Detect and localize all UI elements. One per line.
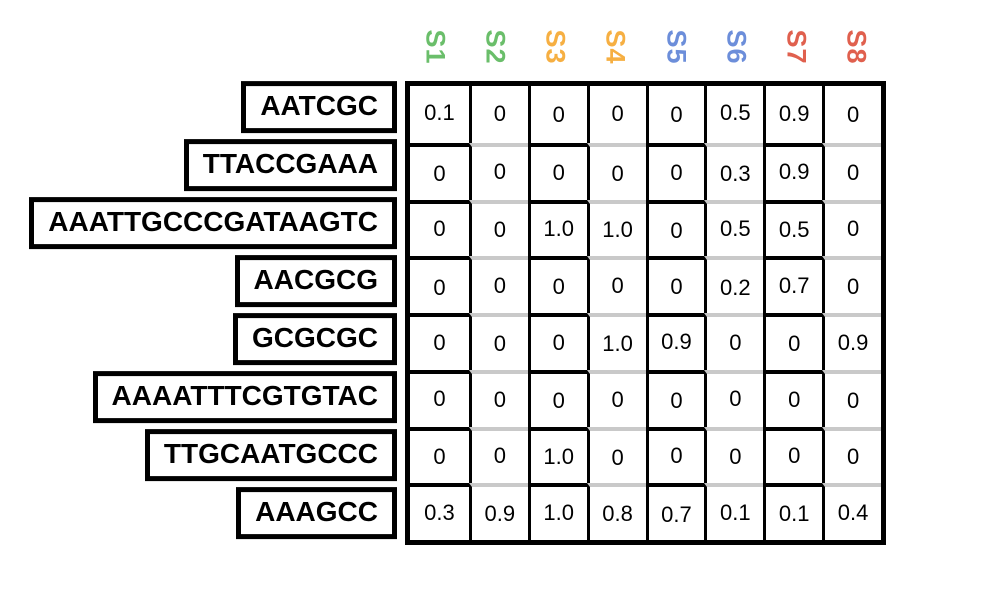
sequence-label-box: TTACCGAAA: [183, 139, 397, 191]
matrix-cell: 0: [645, 369, 705, 427]
matrix-cell: 0.7: [645, 483, 705, 540]
matrix-cell: 0.9: [645, 313, 705, 370]
sequence-label-box: AAATTGCCCGATAAGTC: [29, 197, 397, 249]
score-matrix-grid: 0.1 0 0 0 0 0.5 0.9 0 0 0 0 0 0 0.3 0.9 0 0 0 1.0 1.0 0 0.5 0.…: [405, 81, 886, 545]
matrix-cell: 0: [468, 142, 528, 200]
matrix-cell: 0: [586, 369, 646, 427]
matrix-cell: 0.1: [410, 86, 469, 143]
matrix-cell: 0.7: [763, 256, 823, 313]
matrix-cell: 0.1: [704, 483, 764, 540]
column-header-s4: S4: [600, 29, 631, 65]
matrix-cell: 0: [410, 256, 469, 313]
matrix-cell: 0: [468, 256, 528, 313]
sequence-label-box: AAAATTTCGTGTAC: [92, 371, 397, 423]
matrix-cell: 0: [468, 199, 528, 257]
matrix-cell: 0: [468, 86, 528, 143]
column-header-s3: S3: [540, 29, 571, 65]
column-header-s1: S1: [420, 29, 451, 65]
matrix-cell: 1.0: [527, 199, 587, 257]
matrix-cell: 0: [410, 142, 469, 200]
sequence-label-box: AACGCG: [234, 255, 397, 307]
matrix-cell: 0: [822, 199, 881, 257]
matrix-cell: 0: [586, 86, 646, 143]
sequence-label-box: AAAGCC: [236, 487, 397, 539]
matrix-cell: 0: [527, 313, 587, 370]
sequence-label-box: AATCGC: [241, 81, 397, 133]
sequence-label-box: TTGCAATGCCC: [144, 429, 397, 481]
matrix-cell: 0: [410, 426, 469, 484]
matrix-cell: 0.9: [468, 483, 528, 540]
matrix-cell: 0: [704, 369, 764, 427]
matrix-cell: 0.4: [822, 483, 881, 540]
matrix-cell: 0: [527, 142, 587, 200]
column-header-s2: S2: [480, 29, 511, 65]
matrix-cell: 0: [527, 369, 587, 427]
matrix-cell: 0: [468, 369, 528, 427]
matrix-cell: 0: [822, 86, 881, 143]
matrix-cell: 0: [645, 426, 705, 484]
column-header-s5: S5: [661, 29, 692, 65]
matrix-cell: 0: [645, 199, 705, 257]
matrix-cell: 0: [410, 199, 469, 257]
matrix-cell: 0.8: [586, 483, 646, 540]
matrix-cell: 0.9: [763, 86, 823, 143]
matrix-cell: 0: [586, 256, 646, 313]
matrix-cell: 0: [822, 256, 881, 313]
matrix-cell: 0.3: [410, 483, 469, 540]
matrix-cell: 0.9: [822, 313, 881, 370]
matrix-cell: 0: [822, 142, 881, 200]
matrix-cell: 0: [704, 313, 764, 370]
matrix-cell: 0.9: [763, 142, 823, 200]
matrix-cell: 0: [527, 86, 587, 143]
sequence-label-box: GCGCGC: [233, 313, 397, 365]
matrix-cell: 0: [468, 313, 528, 370]
matrix-cell: 1.0: [527, 483, 587, 540]
matrix-cell: 0.1: [763, 483, 823, 540]
matrix-cell: 0: [586, 142, 646, 200]
column-header-s6: S6: [721, 29, 752, 65]
matrix-cell: 1.0: [527, 426, 587, 484]
matrix-cell: 0: [645, 142, 705, 200]
matrix-cell: 0: [763, 426, 823, 484]
matrix-cell: 0: [704, 426, 764, 484]
matrix-cell: 0: [410, 313, 469, 370]
column-header-s7: S7: [781, 29, 812, 65]
matrix-cell: 0: [468, 426, 528, 484]
matrix-cell: 0: [586, 426, 646, 484]
matrix-cell: 1.0: [586, 199, 646, 257]
matrix-cell: 0.5: [704, 86, 764, 143]
matrix-cell: 0: [763, 369, 823, 427]
matrix-cell: 0: [527, 256, 587, 313]
matrix-cell: 1.0: [586, 313, 646, 370]
matrix-cell: 0: [822, 369, 881, 427]
matrix-cell: 0: [645, 256, 705, 313]
matrix-cell: 0: [763, 313, 823, 370]
matrix-cell: 0: [822, 426, 881, 484]
matrix-cell: 0.5: [704, 199, 764, 257]
matrix-cell: 0: [410, 369, 469, 427]
matrix-cell: 0.5: [763, 199, 823, 257]
column-header-s8: S8: [841, 29, 872, 65]
matrix-cell: 0.3: [704, 142, 764, 200]
matrix-cell: 0.2: [704, 256, 764, 313]
matrix-cell: 0: [645, 86, 705, 143]
